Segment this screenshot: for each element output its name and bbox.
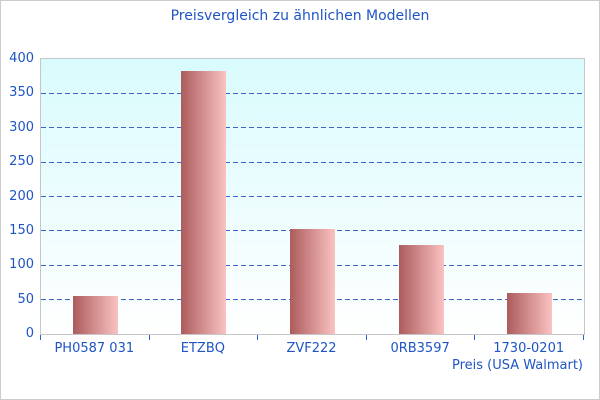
- y-axis-tick-label: 50: [17, 291, 34, 307]
- bar: [72, 295, 118, 334]
- x-axis-tick-label: ETZBQ: [180, 341, 225, 356]
- y-axis-tick-label: 100: [9, 257, 34, 273]
- bar: [181, 70, 227, 334]
- gridline: [41, 161, 582, 163]
- x-axis-tick-label: 1730-0201: [493, 341, 565, 356]
- bars-layer: [41, 59, 584, 334]
- bar: [507, 292, 553, 334]
- y-axis-tick-label: 150: [9, 222, 34, 238]
- y-axis-tick-label: 300: [9, 119, 34, 135]
- x-axis-tick-mark: [148, 335, 150, 340]
- gridline: [41, 127, 582, 129]
- x-axis-title: Preis (USA Walmart): [451, 358, 583, 373]
- plot-area: [40, 58, 585, 335]
- y-axis-tick-label: 400: [9, 51, 34, 66]
- x-axis-tick-mark: [257, 335, 259, 340]
- x-axis-tick-mark: [40, 335, 41, 340]
- x-axis-tick-label: 0RB3597: [390, 341, 450, 356]
- x-axis-tick-label: PH0587 031: [54, 341, 135, 356]
- x-axis-tick-mark: [474, 335, 476, 340]
- gridline: [41, 92, 582, 94]
- bar: [398, 244, 444, 334]
- gridline: [41, 196, 582, 197]
- y-axis-tick-label: 250: [9, 154, 34, 170]
- chart-title: Preisvergleich zu ähnlichen Modellen: [170, 8, 430, 24]
- x-axis-tick-mark: [583, 335, 584, 340]
- bar: [290, 228, 335, 334]
- x-axis-tick-mark: [365, 335, 367, 340]
- x-axis-tick-label: ZVF222: [286, 341, 337, 356]
- y-axis-tick-label: 200: [9, 188, 34, 204]
- y-axis-tick-label: 0: [25, 326, 34, 341]
- y-axis-tick-label: 350: [9, 85, 34, 101]
